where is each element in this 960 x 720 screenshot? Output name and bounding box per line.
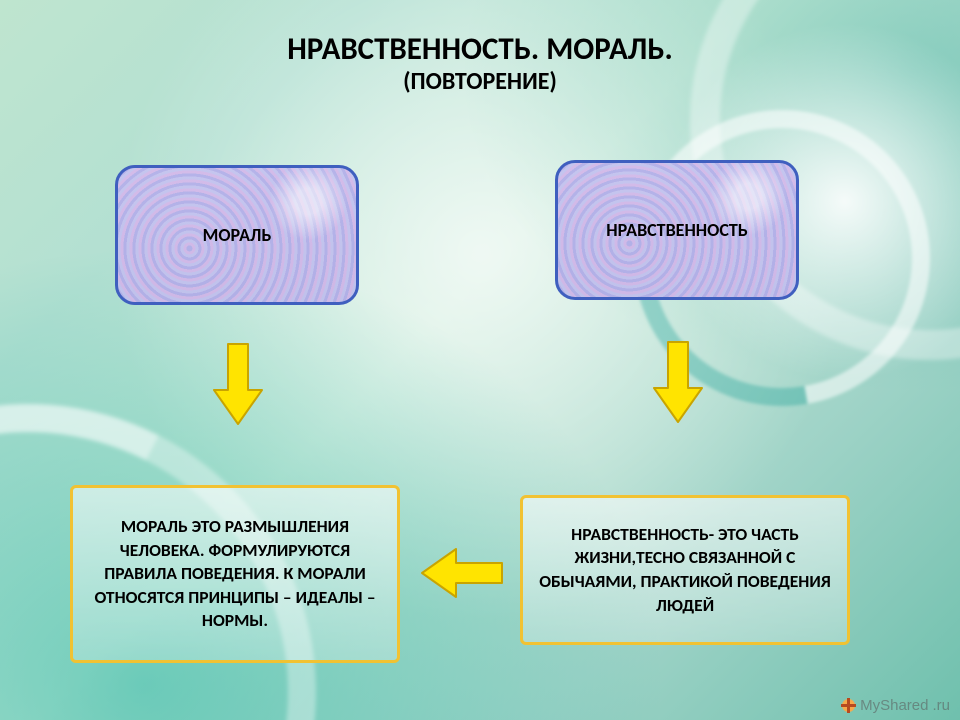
- definition-box-moral: МОРАЛЬ ЭТО РАЗМЫШЛЕНИЯ ЧЕЛОВЕКА. ФОРМУЛИ…: [70, 485, 400, 663]
- watermark-icon: [841, 698, 856, 713]
- title-line1: НРАВСТВЕННОСТЬ. МОРАЛЬ.: [0, 32, 960, 68]
- concept-box-moral: МОРАЛЬ: [115, 165, 359, 305]
- watermark: MyShared.ru: [841, 697, 950, 714]
- definition-text: МОРАЛЬ ЭТО РАЗМЫШЛЕНИЯ ЧЕЛОВЕКА. ФОРМУЛИ…: [83, 515, 387, 633]
- slide-canvas: НРАВСТВЕННОСТЬ. МОРАЛЬ. (ПОВТОРЕНИЕ) МОР…: [0, 0, 960, 720]
- arrow-left-icon: [418, 545, 506, 601]
- watermark-text: MyShared: [860, 697, 928, 714]
- slide-title: НРАВСТВЕННОСТЬ. МОРАЛЬ. (ПОВТОРЕНИЕ): [0, 32, 960, 95]
- title-line2: (ПОВТОРЕНИЕ): [0, 68, 960, 96]
- concept-label: НРАВСТВЕННОСТЬ: [606, 219, 747, 241]
- concept-box-nravstvennost: НРАВСТВЕННОСТЬ: [555, 160, 799, 300]
- concept-label: МОРАЛЬ: [203, 224, 272, 246]
- arrow-down-icon: [210, 340, 266, 428]
- definition-text: НРАВСТВЕННОСТЬ- ЭТО ЧАСТЬ ЖИЗНИ,ТЕСНО СВ…: [533, 523, 837, 618]
- arrow-down-icon: [650, 338, 706, 426]
- definition-box-nravstvennost: НРАВСТВЕННОСТЬ- ЭТО ЧАСТЬ ЖИЗНИ,ТЕСНО СВ…: [520, 495, 850, 645]
- watermark-suffix: .ru: [932, 697, 950, 714]
